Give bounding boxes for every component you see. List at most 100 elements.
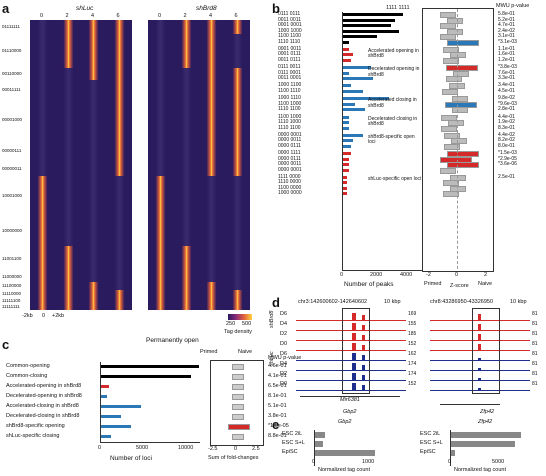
heatmap-band — [148, 176, 173, 217]
heatmap-band — [81, 140, 106, 163]
b-zlabel: Z-score — [450, 283, 469, 289]
heatmap-band — [30, 100, 55, 141]
peak-code: 1100 0000 — [278, 184, 302, 191]
track-baseline — [430, 320, 530, 321]
track-label: D0 — [280, 341, 288, 347]
e-axis-2 — [450, 430, 451, 466]
track-ymax: 81 — [532, 321, 538, 327]
peak-bar — [343, 186, 347, 190]
mwu-pvalue: 5.8e-01 — [498, 11, 515, 17]
heatmap-band — [30, 304, 55, 310]
heatmap-band — [106, 100, 132, 141]
heatmap-band — [224, 162, 250, 177]
zfp42-highlight — [472, 308, 500, 394]
track-label: D6 — [280, 351, 288, 357]
c-row-label: Common-closing — [6, 373, 48, 379]
group-label: Decelerated opening in shBrd8 — [368, 66, 420, 78]
peak-bar — [343, 18, 395, 22]
track-peak — [352, 353, 356, 360]
c-box — [232, 434, 244, 440]
c-row-label: shLuc-specific closing — [6, 433, 60, 439]
mwu-pvalue: 2.5e-01 — [498, 173, 515, 180]
c-row-label: Common-opening — [6, 363, 50, 369]
track-baseline — [430, 390, 530, 391]
heatmap-band — [106, 176, 132, 217]
track-ymax: 152 — [408, 341, 417, 347]
c-box — [232, 394, 244, 400]
heatmap-band — [199, 100, 224, 141]
heatmap-band — [148, 100, 173, 141]
timepoint-label: 4 — [91, 13, 95, 19]
heatmap-band — [55, 140, 81, 163]
heatmap-row-label: 00110000 — [2, 71, 22, 76]
heatmap-row-label: 00000111 — [2, 148, 22, 153]
c-row-label: Decelerated-opening in shBrd8 — [6, 393, 82, 399]
heatmap-column — [55, 20, 81, 310]
c-bar — [101, 435, 111, 438]
track-peak — [352, 363, 356, 370]
heatmap-band — [81, 20, 106, 35]
gene-track-2 — [440, 404, 500, 405]
e-bar-zfp42 — [451, 432, 521, 438]
peak-bar — [343, 157, 349, 161]
scale-1: 10 kbp — [384, 299, 401, 305]
peak-code: 1100 1000 — [278, 113, 302, 120]
group-label: Accelerated opening in shBrd8 — [368, 47, 419, 60]
c-fold-label: Sum of fold-changes — [208, 455, 259, 461]
peak-bar — [343, 175, 347, 179]
heatmap-band — [106, 34, 132, 69]
heatmap-band — [173, 176, 199, 217]
heatmap-band — [199, 140, 224, 163]
timepoint-label: 0 — [158, 13, 162, 19]
heatmap-band — [81, 162, 106, 177]
peak-bar — [343, 139, 353, 143]
c-bar — [101, 395, 107, 398]
heatmap-band — [30, 34, 55, 69]
peak-code: 0111 0011 — [278, 64, 301, 71]
mwu-pvalue: 8.0e-01 — [498, 142, 515, 149]
heatmap-band — [81, 100, 106, 141]
b-naive: Naive — [478, 281, 493, 287]
peak-bar — [343, 29, 399, 33]
e-row-label: ESC S+L — [282, 440, 305, 446]
peak-code: 0000 0011 — [278, 161, 302, 168]
peak-bar — [343, 35, 377, 38]
e-bar-gbp2 — [315, 432, 325, 438]
peak-bar — [343, 168, 349, 172]
track-peak — [352, 383, 356, 390]
peak-code: 0011 0001 — [278, 75, 302, 82]
c-naive: Naive — [238, 349, 253, 355]
heatmap-band — [199, 216, 224, 247]
condition-2-label: shBrd8 — [196, 5, 217, 12]
heatmap-column — [224, 20, 250, 310]
peak-bar — [343, 181, 347, 185]
c-row-label: Accelerated-closing in shBrd8 — [6, 403, 79, 409]
peak-bar — [343, 89, 363, 93]
heatmap-column — [30, 20, 55, 310]
peak-bar — [343, 121, 349, 124]
heatmap-row-label: 11111111 — [2, 304, 20, 309]
track-label: D2 — [280, 371, 288, 377]
heatmap-row-label: 01110000 — [2, 48, 22, 53]
peak-bar — [343, 133, 363, 137]
heatmap-band — [148, 20, 173, 35]
track-peak — [478, 378, 481, 380]
track-baseline — [430, 330, 530, 331]
peak-code: 0011 0111 — [278, 56, 301, 63]
heatmap-row-label: 01111111 — [2, 24, 21, 29]
mwu-pvalue: 7.6e-01 — [498, 69, 515, 76]
c-mwu: MWU p-value — [268, 355, 302, 361]
c-bar — [101, 385, 109, 388]
peak-bar — [343, 40, 349, 44]
locus-2: chr8:43286950-43326950 — [430, 299, 494, 305]
panel-d-letter: d — [272, 295, 280, 310]
track-ymax: 81 — [532, 331, 538, 337]
top-code: 1111 1111 — [386, 5, 410, 11]
zscore-box — [452, 107, 468, 114]
mwu-pvalue: *2.9e-05 — [498, 155, 517, 162]
b-bars-xaxis — [342, 270, 422, 271]
peak-code: 1000 1100 — [278, 82, 302, 89]
c-primed: Primed — [200, 349, 218, 355]
heatmap-row-label: 00011111 — [2, 87, 21, 92]
heatmap-column — [81, 20, 106, 310]
